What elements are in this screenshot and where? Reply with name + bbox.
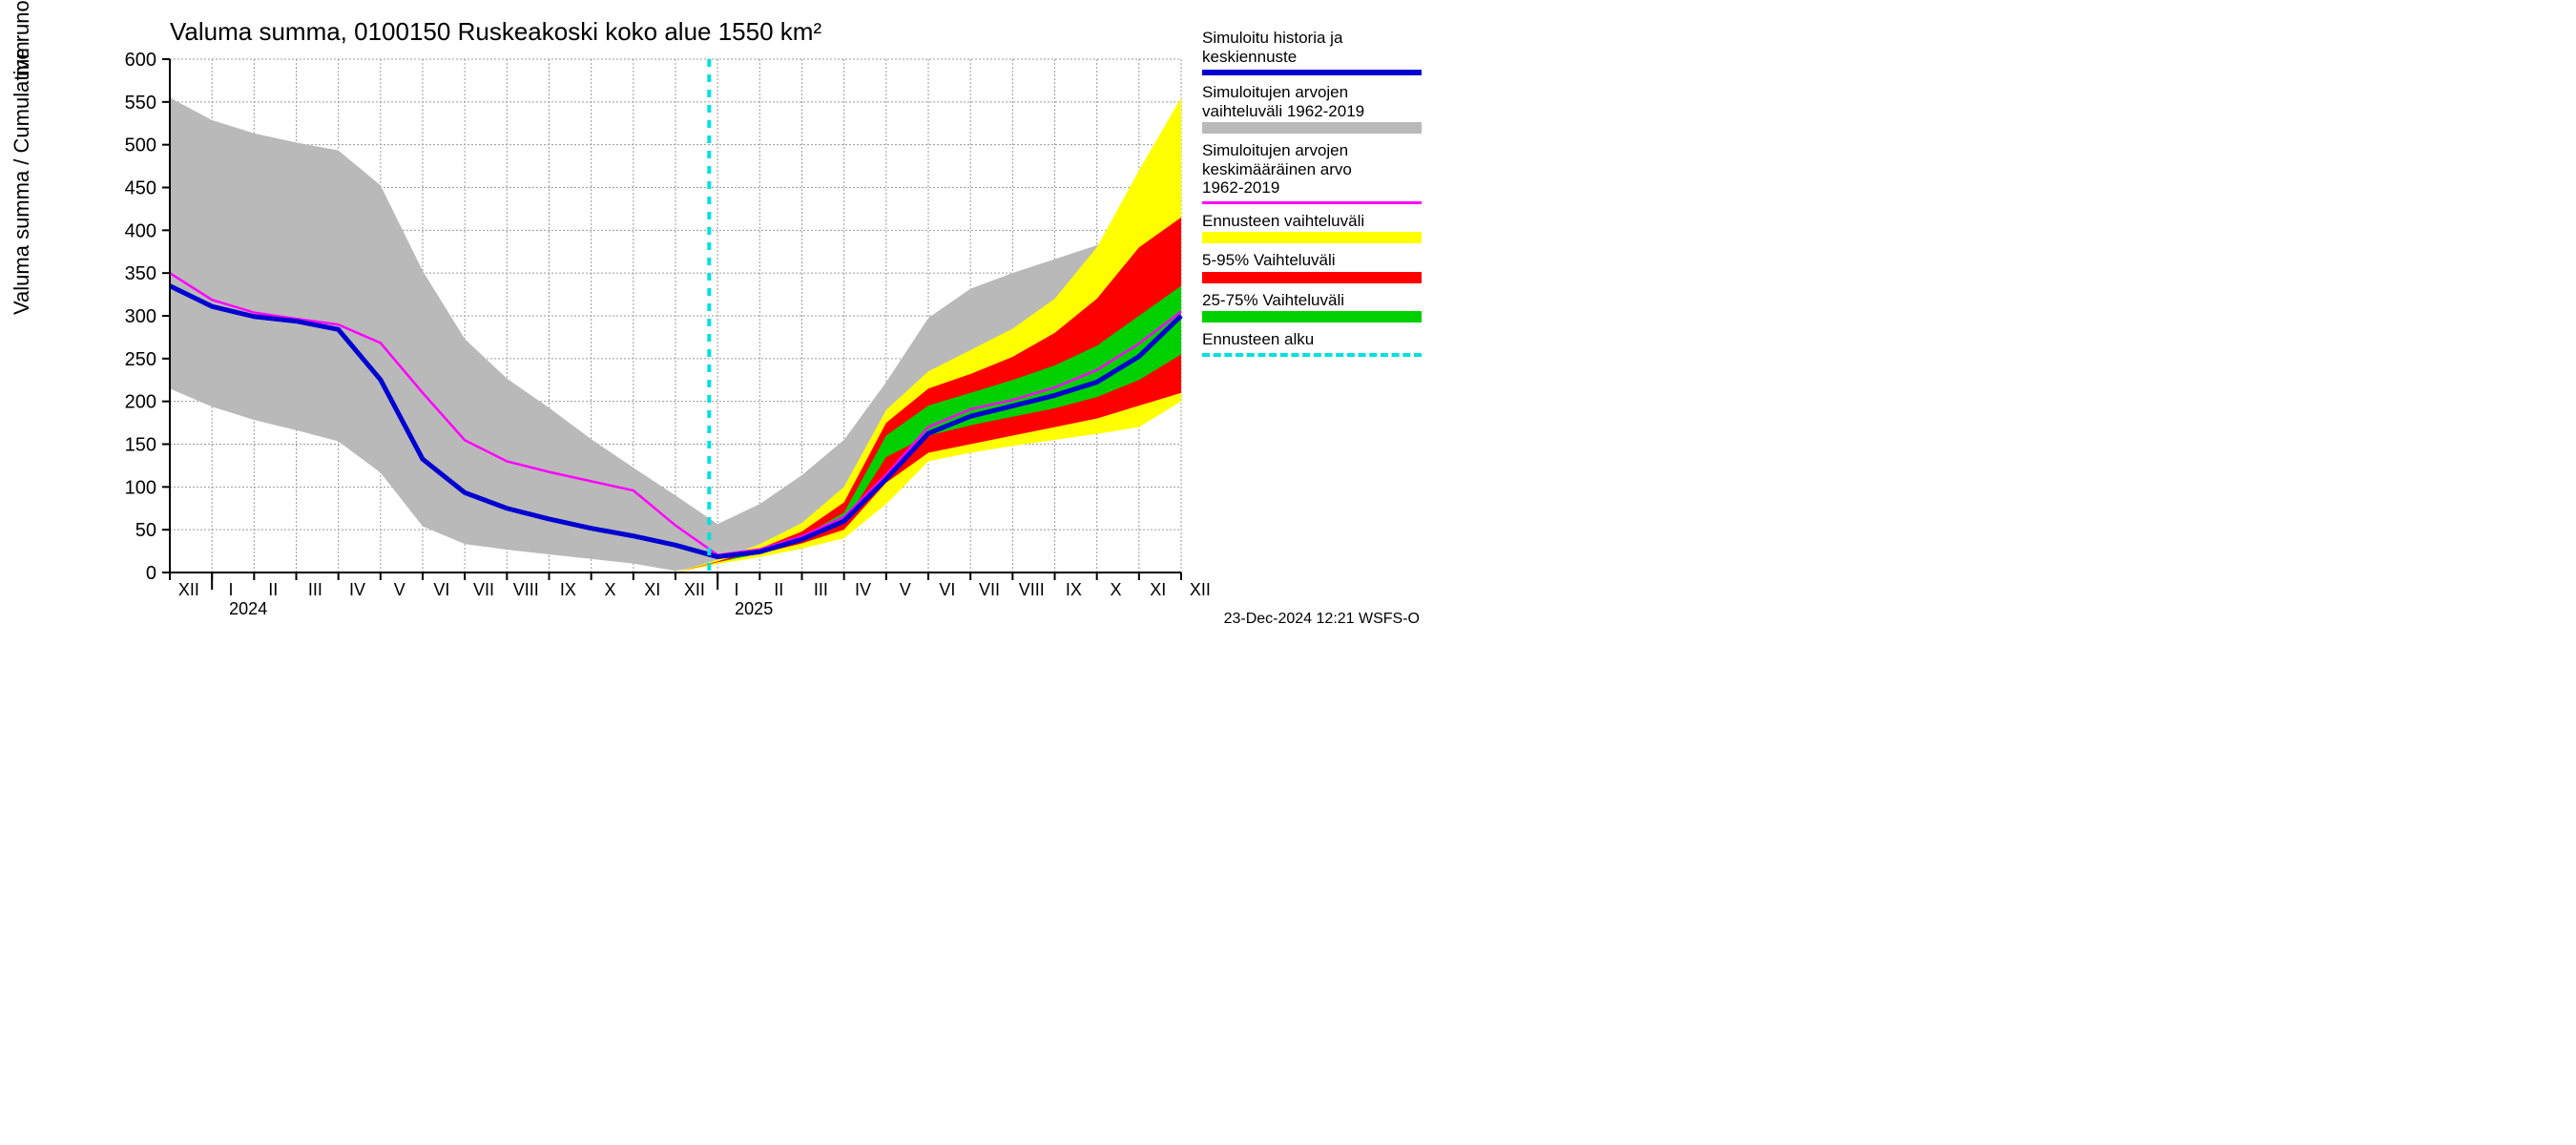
- legend-swatch: [1202, 70, 1422, 75]
- svg-text:III: III: [814, 580, 828, 599]
- svg-text:200: 200: [125, 392, 156, 413]
- svg-text:VI: VI: [433, 580, 449, 599]
- legend-swatch: [1202, 311, 1422, 323]
- svg-text:XI: XI: [1150, 580, 1166, 599]
- svg-text:I: I: [735, 580, 739, 599]
- svg-text:II: II: [268, 580, 278, 599]
- legend-item: Simuloitu historia jakeskiennuste: [1202, 29, 1422, 75]
- svg-text:250: 250: [125, 349, 156, 370]
- legend-swatch: [1202, 232, 1422, 243]
- legend-item: Ennusteen alku: [1202, 330, 1422, 357]
- y-axis-unit: mm: [10, 41, 34, 76]
- legend-item: 5-95% Vaihteluväli: [1202, 251, 1422, 283]
- timestamp-footer: 23-Dec-2024 12:21 WSFS-O: [1224, 611, 1420, 628]
- chart-title: Valuma summa, 0100150 Ruskeakoski koko a…: [170, 17, 821, 47]
- svg-text:XI: XI: [644, 580, 660, 599]
- svg-text:0: 0: [146, 563, 156, 584]
- legend-swatch: [1202, 272, 1422, 283]
- svg-text:VIII: VIII: [513, 580, 539, 599]
- svg-text:500: 500: [125, 135, 156, 156]
- svg-text:III: III: [308, 580, 322, 599]
- svg-text:150: 150: [125, 435, 156, 456]
- svg-text:VI: VI: [939, 580, 955, 599]
- svg-text:VIII: VIII: [1019, 580, 1045, 599]
- legend-item: Ennusteen vaihteluväli: [1202, 212, 1422, 244]
- legend-item: Simuloitujen arvojenvaihteluväli 1962-20…: [1202, 83, 1422, 134]
- svg-text:300: 300: [125, 306, 156, 327]
- svg-text:400: 400: [125, 220, 156, 241]
- svg-text:2024: 2024: [229, 599, 267, 618]
- cumulative-runoff-chart: Valuma summa, 0100150 Ruskeakoski koko a…: [0, 0, 1431, 635]
- svg-text:IX: IX: [1066, 580, 1082, 599]
- svg-text:2025: 2025: [735, 599, 773, 618]
- legend-swatch: [1202, 201, 1422, 204]
- svg-text:X: X: [1111, 580, 1122, 599]
- svg-text:IX: IX: [560, 580, 576, 599]
- svg-text:V: V: [900, 580, 911, 599]
- svg-text:450: 450: [125, 178, 156, 199]
- svg-text:VII: VII: [979, 580, 1000, 599]
- svg-text:50: 50: [135, 520, 156, 541]
- svg-text:II: II: [774, 580, 783, 599]
- svg-text:IV: IV: [349, 580, 365, 599]
- svg-text:550: 550: [125, 93, 156, 114]
- svg-text:XII: XII: [178, 580, 199, 599]
- legend-item: 25-75% Vaihteluväli: [1202, 291, 1422, 323]
- svg-text:100: 100: [125, 477, 156, 498]
- svg-text:IV: IV: [855, 580, 871, 599]
- svg-text:V: V: [394, 580, 405, 599]
- legend-swatch: [1202, 122, 1422, 134]
- svg-text:X: X: [605, 580, 616, 599]
- svg-text:XII: XII: [684, 580, 705, 599]
- legend-swatch: [1202, 353, 1422, 357]
- svg-text:350: 350: [125, 263, 156, 284]
- legend-item: Simuloitujen arvojenkeskimääräinen arvo …: [1202, 141, 1422, 204]
- svg-text:600: 600: [125, 50, 156, 71]
- svg-text:XII: XII: [1190, 580, 1211, 599]
- legend: Simuloitu historia jakeskiennuste Simuloi…: [1202, 29, 1422, 364]
- svg-text:VII: VII: [473, 580, 494, 599]
- svg-text:I: I: [229, 580, 234, 599]
